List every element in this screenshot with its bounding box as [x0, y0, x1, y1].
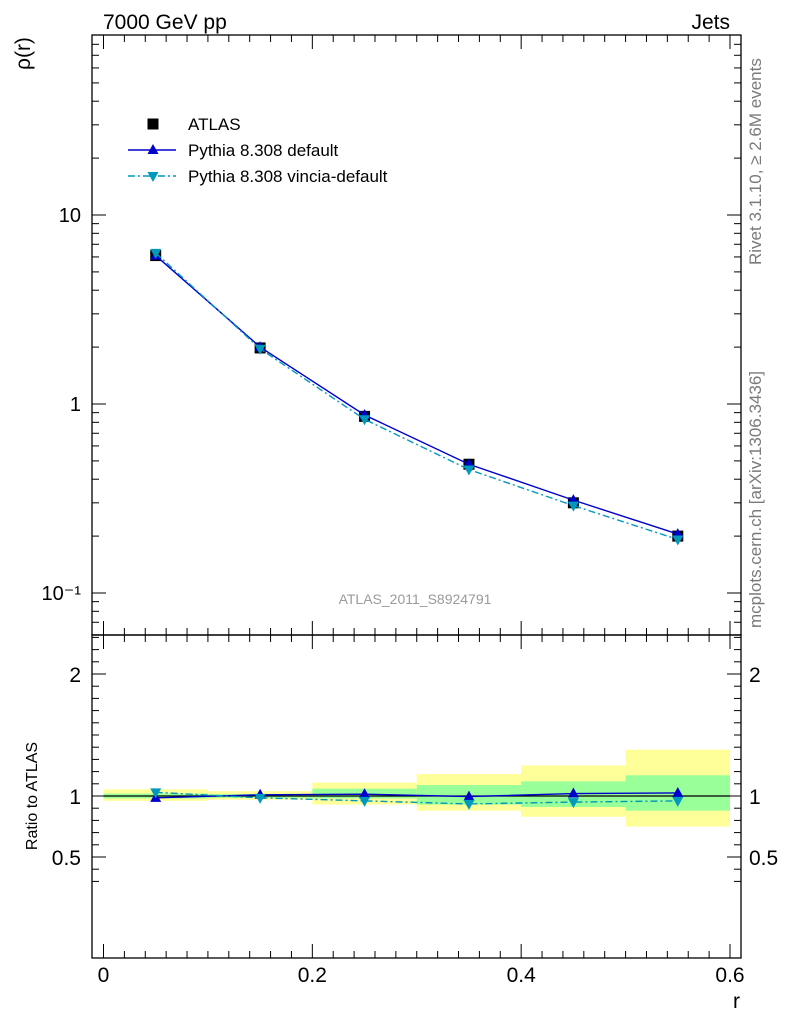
series-line-2	[155, 252, 679, 541]
y-tick-label: 1	[70, 394, 81, 416]
ratio-panel-frame	[91, 634, 742, 959]
legend-label: Pythia 8.308 default	[188, 141, 339, 160]
ratio-point	[567, 787, 579, 798]
ratio-line-0	[155, 792, 678, 799]
x-tick-label: 0	[98, 964, 110, 987]
data-point	[254, 344, 266, 355]
data-point	[463, 465, 475, 476]
legend-label: Pythia 8.308 vincia-default	[188, 167, 388, 186]
ratio-axis-label: Ratio to ATLAS	[24, 742, 41, 850]
y-tick-label-right: 2	[749, 664, 761, 687]
legend-marker	[147, 118, 159, 130]
ratio-point	[672, 796, 684, 807]
data-point	[359, 415, 371, 426]
x-tick-label: 0.2	[298, 964, 327, 987]
analysis-watermark: ATLAS_2011_S8924791	[339, 591, 492, 607]
y-tick-label-right: 1	[749, 786, 761, 809]
ratio-point	[254, 793, 266, 804]
ratio-panel: 0.5 0.5 1 1 2 2 0 0.2 0.4 0.6 r Ratio to ATLAS	[24, 634, 778, 1013]
ratio-point	[359, 788, 371, 799]
ratio-point	[672, 786, 684, 797]
y-axis-label: ρ(r)	[12, 37, 35, 70]
header-energy-label: 7000 GeV pp	[103, 11, 227, 34]
series-line-1	[155, 255, 679, 535]
ratio-point	[463, 799, 475, 810]
ratio-point	[150, 788, 162, 799]
y-tick-label: 2	[69, 664, 81, 687]
header-process-label: Jets	[691, 11, 730, 34]
data-point	[567, 501, 579, 512]
mcplots-label: mcplots.cern.ch [arXiv:1306.3436]	[746, 371, 765, 628]
ratio-point	[463, 790, 475, 801]
legend-marker	[147, 144, 159, 154]
data-point	[150, 248, 162, 259]
y-tick-label: 0.5	[52, 847, 81, 870]
y-tick-label: 10	[59, 205, 81, 227]
data-point	[672, 535, 684, 546]
y-tick-label: 10⁻¹	[42, 583, 82, 605]
y-tick-label-right: 0.5	[749, 847, 778, 870]
ratio-point	[359, 796, 371, 807]
y-tick-label: 1	[69, 786, 81, 809]
legend-marker	[147, 172, 159, 182]
legend-label: ATLAS	[188, 115, 241, 134]
main-panel: 10⁻¹ 1 10 ρ(r)	[12, 34, 742, 636]
x-tick-label: 0.6	[715, 964, 744, 987]
x-tick-label: 0.4	[507, 964, 537, 987]
legend: ATLAS Pythia 8.308 default Pythia 8.308 vi…	[128, 115, 388, 186]
rivet-version-label: Rivet 3.1.10, ≥ 2.6M events	[746, 58, 765, 265]
ratio-line-1	[155, 791, 678, 805]
x-axis-label: r	[733, 990, 740, 1013]
ratio-point	[567, 798, 579, 809]
